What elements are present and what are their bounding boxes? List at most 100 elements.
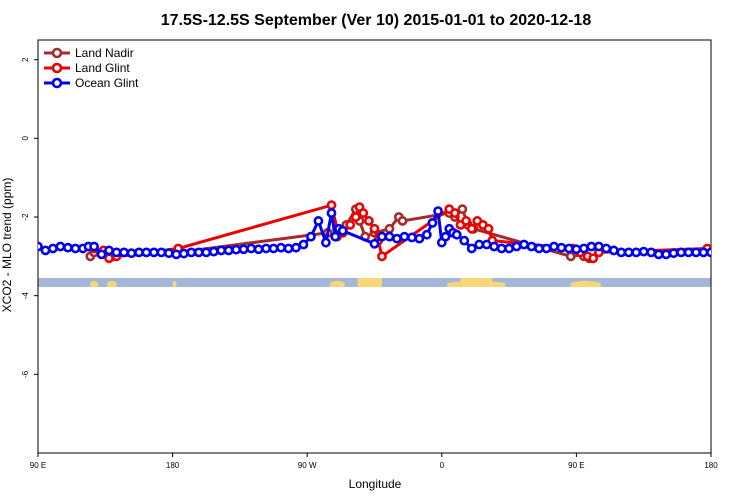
- data-point: [631, 247, 642, 258]
- data-point: [223, 245, 234, 256]
- data-point: [427, 217, 438, 228]
- data-point: [134, 247, 144, 258]
- data-point: [369, 238, 380, 249]
- data-point: [246, 243, 257, 254]
- data-point: [63, 242, 73, 253]
- data-point: [397, 216, 408, 226]
- land-patch: [570, 280, 601, 288]
- data-point: [578, 243, 589, 254]
- data-point: [268, 243, 279, 254]
- data-point: [141, 247, 152, 258]
- data-point: [683, 247, 694, 258]
- data-point: [326, 208, 337, 218]
- data-point: [457, 204, 468, 215]
- data-point: [156, 247, 167, 258]
- data-point: [363, 216, 374, 226]
- data-point: [541, 243, 552, 254]
- data-point: [511, 241, 522, 252]
- plot-area: 90 E 180 90 W 0 90 E 180 2 0 -2 -4 -6: [21, 39, 718, 470]
- data-point: [126, 248, 137, 259]
- y-tick-label: -4: [21, 292, 30, 300]
- data-point: [534, 243, 544, 254]
- land-patch: [90, 280, 98, 288]
- data-point: [661, 249, 672, 260]
- data-point: [201, 247, 212, 258]
- data-point: [504, 243, 514, 254]
- data-point: [70, 243, 81, 254]
- data-point: [208, 246, 219, 257]
- data-point: [178, 248, 189, 259]
- legend-label: Land Nadir: [75, 46, 134, 60]
- legend-marker: [51, 77, 63, 89]
- data-point: [414, 233, 425, 244]
- data-point: [377, 251, 387, 262]
- data-point: [483, 223, 494, 234]
- data-point: [526, 241, 537, 252]
- data-point: [313, 216, 324, 226]
- data-point: [593, 241, 604, 252]
- data-point: [608, 245, 619, 256]
- legend-marker: [51, 62, 63, 74]
- data-point: [451, 229, 462, 240]
- data-point: [564, 243, 574, 254]
- data-point: [406, 232, 417, 243]
- y-tick-label: -6: [21, 370, 30, 378]
- legend-marker: [51, 47, 63, 59]
- x-tick-label: 90 E: [568, 461, 584, 470]
- data-point: [461, 216, 472, 226]
- data-point: [369, 223, 380, 234]
- data-point: [55, 241, 66, 252]
- data-point: [519, 239, 529, 250]
- y-tick-label: 0: [21, 136, 30, 141]
- y-tick-label: -2: [21, 213, 30, 221]
- data-point: [449, 208, 460, 218]
- data-point: [276, 242, 286, 253]
- data-point: [261, 243, 271, 254]
- data-point: [466, 223, 477, 234]
- data-point: [433, 206, 443, 216]
- x-tick-label: 180: [166, 461, 180, 470]
- data-point: [588, 253, 599, 264]
- data-point: [556, 242, 567, 253]
- data-point: [616, 247, 627, 258]
- data-point: [96, 249, 107, 260]
- data-point: [706, 247, 711, 258]
- data-point: [623, 247, 634, 258]
- x-tick-label: 180: [704, 461, 718, 470]
- series-ocean-glint: [38, 205, 711, 260]
- data-point: [253, 244, 264, 255]
- data-point: [466, 243, 477, 254]
- data-point: [586, 241, 597, 252]
- chart-title: 17.5S-12.5S September (Ver 10) 2015-01-0…: [161, 12, 592, 29]
- data-point: [638, 246, 649, 257]
- data-point: [216, 245, 227, 256]
- y-tick-label: 2: [21, 57, 30, 62]
- data-point: [392, 233, 402, 244]
- data-point: [646, 247, 657, 258]
- data-point: [283, 243, 294, 254]
- data-point: [474, 239, 485, 250]
- data-point: [337, 225, 348, 236]
- data-point: [193, 247, 204, 258]
- data-point: [676, 247, 686, 258]
- land-patch: [107, 280, 117, 288]
- data-point: [119, 247, 129, 258]
- data-point: [149, 247, 159, 258]
- data-point: [691, 247, 701, 258]
- data-point: [48, 243, 58, 254]
- data-point: [238, 244, 249, 255]
- data-point: [38, 241, 43, 252]
- data-point: [421, 229, 432, 240]
- data-point: [459, 235, 470, 246]
- legend-label: Land Glint: [75, 61, 130, 75]
- data-point: [653, 249, 664, 260]
- data-point: [489, 241, 500, 252]
- data-point: [330, 231, 341, 242]
- data-point: [89, 241, 99, 252]
- data-point: [549, 241, 559, 252]
- data-point: [571, 244, 582, 255]
- land-patch: [329, 280, 345, 288]
- data-point: [163, 248, 174, 259]
